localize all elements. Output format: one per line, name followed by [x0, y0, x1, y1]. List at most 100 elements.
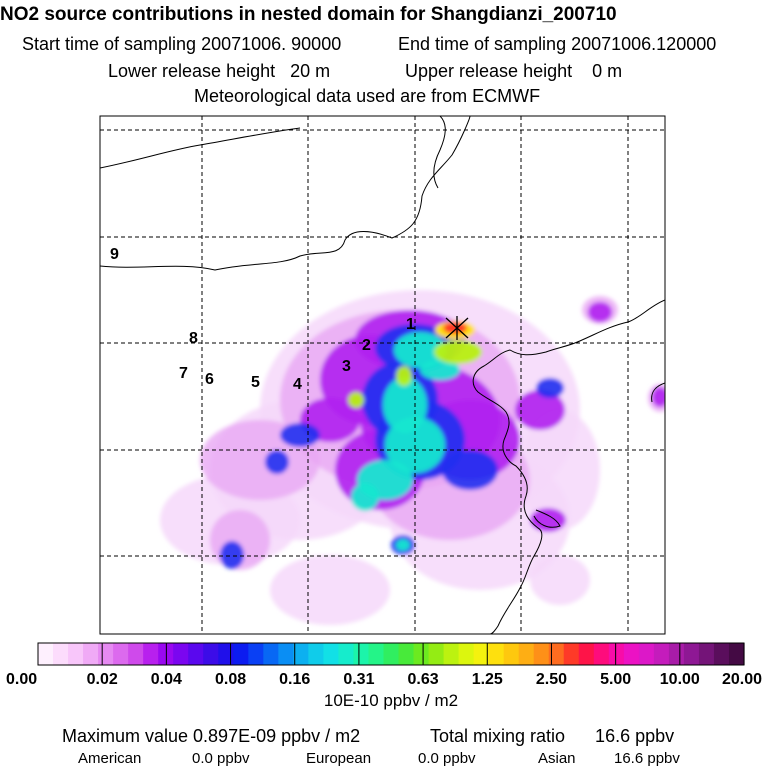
colorbar-cell — [428, 643, 445, 665]
colorbar-tick-label: 1.25 — [472, 671, 503, 688]
region-label-9: 9 — [110, 246, 119, 263]
colorbar-tick-label: 0.31 — [343, 671, 374, 688]
colorbar-cell — [728, 643, 745, 665]
plume-cell — [280, 423, 320, 447]
concentration-map: 1 2 3 4 5 6 7 8 9 — [99, 115, 666, 635]
colorbar-cell — [173, 643, 189, 665]
plume-cell — [265, 450, 289, 474]
coastline-4 — [472, 299, 665, 634]
plume-cell — [220, 541, 244, 569]
asian-value: 16.6 ppbv — [614, 750, 680, 767]
plume-cell — [396, 366, 412, 386]
region-label-7: 7 — [179, 365, 188, 382]
colorbar-cell — [593, 643, 610, 665]
plume-cell — [434, 340, 482, 364]
colorbar-tick-label: 0.08 — [215, 671, 246, 688]
european-label: European — [306, 750, 372, 767]
coastline-3 — [100, 127, 301, 169]
plume-cell — [351, 483, 379, 511]
colorbar-tick-label: 0.63 — [408, 671, 439, 688]
colorbar-cell — [518, 643, 535, 665]
region-label-3: 3 — [342, 358, 351, 375]
colorbar-tick-label: 0.04 — [151, 671, 182, 688]
colorbar-cell — [473, 643, 490, 665]
american-value: 0.0 ppbv — [192, 750, 250, 767]
maximum-value-label: Maximum value 0.897E-09 ppbv / m2 — [62, 726, 361, 746]
plume-cell — [394, 332, 446, 368]
colorbar-cell — [488, 643, 505, 665]
region-label-2: 2 — [362, 337, 371, 354]
region-label-4: 4 — [293, 376, 302, 393]
plume-cell — [515, 390, 565, 430]
colorbar-unit-label: 10E-10 ppbv / m2 — [324, 691, 458, 710]
colorbar-cell — [458, 643, 475, 665]
colorbar-cell — [83, 643, 99, 665]
colorbar-cell — [308, 643, 324, 665]
colorbar-cell — [533, 643, 550, 665]
colorbar-cell — [398, 643, 415, 665]
colorbar-cell — [338, 643, 355, 665]
colorbar-cells — [38, 643, 745, 665]
colorbar-tick-label: 0.00 — [6, 671, 37, 688]
start-time-label: Start time of sampling 20071006. 90000 — [22, 34, 342, 54]
colorbar-cell — [293, 643, 309, 665]
met-data-label: Meteorological data used are from ECMWF — [194, 86, 541, 106]
colorbar-cell — [98, 643, 114, 665]
colorbar-tick-label: 0.02 — [87, 671, 118, 688]
colorbar-cell — [608, 643, 625, 665]
colorbar-cell — [143, 643, 159, 665]
colorbar-tick-label: 0.16 — [279, 671, 310, 688]
colorbar-cell — [188, 643, 204, 665]
colorbar-cell — [698, 643, 715, 665]
colorbar-cell — [53, 643, 69, 665]
plume-cell — [530, 555, 590, 605]
colorbar-cell — [128, 643, 144, 665]
lower-release-label: Lower release height 20 m — [108, 61, 331, 81]
colorbar-cell — [563, 643, 580, 665]
colorbar-cell — [233, 643, 249, 665]
plume-cell — [420, 360, 460, 380]
map-frame — [99, 115, 666, 635]
plume-cell — [588, 302, 612, 322]
end-time-label: End time of sampling 20071006.120000 — [398, 34, 717, 54]
colorbar-cell — [623, 643, 640, 665]
colorbar-cell — [383, 643, 400, 665]
colorbar-cell — [503, 643, 520, 665]
colorbar-cell — [218, 643, 234, 665]
total-mixing-ratio-label: Total mixing ratio 16.6 ppbv — [430, 726, 675, 746]
colorbar-cell — [113, 643, 129, 665]
colorbar-cell — [353, 643, 370, 665]
plume-cell — [270, 555, 390, 625]
colorbar-cell — [68, 643, 84, 665]
colorbar-cell — [653, 643, 670, 665]
colorbar-cell — [713, 643, 730, 665]
coastline-5 — [651, 382, 665, 403]
colorbar-tick-label: 2.50 — [536, 671, 567, 688]
european-value: 0.0 ppbv — [418, 750, 476, 767]
colorbar-cell — [38, 643, 54, 665]
colorbar-cell — [443, 643, 460, 665]
american-label: American — [78, 750, 142, 767]
colorbar-cell — [323, 643, 340, 665]
coastline-2 — [433, 116, 446, 189]
colorbar-cell — [668, 643, 685, 665]
colorbar-cell — [638, 643, 655, 665]
colorbar-cell — [548, 643, 565, 665]
region-label-5: 5 — [251, 374, 260, 391]
colorbar-tick-label: 10.00 — [660, 671, 700, 688]
region-label-1: 1 — [406, 316, 415, 333]
asian-label: Asian — [538, 750, 576, 767]
plume-cell — [530, 508, 566, 532]
region-label-8: 8 — [189, 330, 198, 347]
colorbar-cell — [683, 643, 700, 665]
lat-lon-grid — [100, 116, 665, 634]
colorbar-cell — [578, 643, 595, 665]
region-label-6: 6 — [205, 371, 214, 388]
colorbar-cell — [368, 643, 385, 665]
coastline — [100, 116, 471, 271]
chart-title: NO2 source contributions in nested domai… — [0, 4, 617, 25]
plume-cell — [536, 378, 564, 398]
colorbar-tick-label: 5.00 — [600, 671, 631, 688]
plume-cell — [348, 392, 364, 408]
coastline-6 — [533, 509, 561, 528]
